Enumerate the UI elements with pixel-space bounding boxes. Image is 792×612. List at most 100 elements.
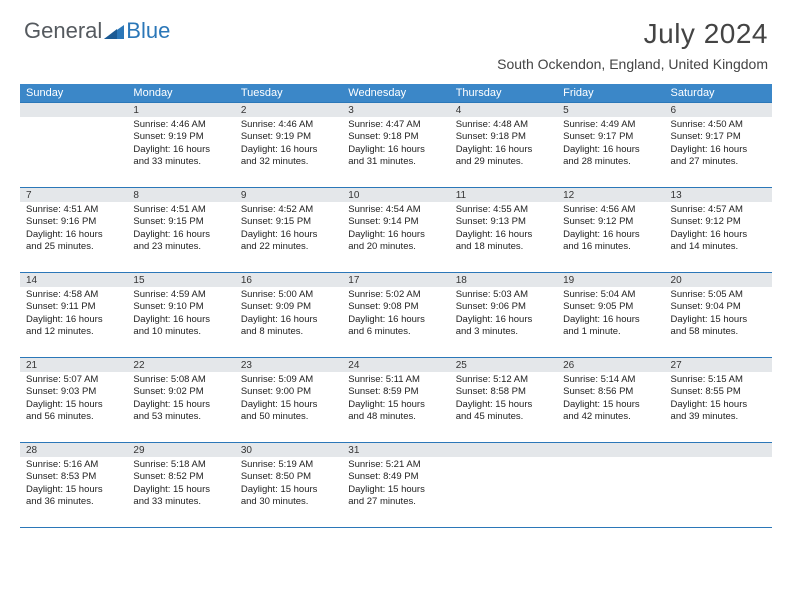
day-cell: 9Sunrise: 4:52 AMSunset: 9:15 PMDaylight… [235, 188, 342, 272]
sunset-text: Sunset: 9:00 PM [241, 386, 336, 398]
week-row: 7Sunrise: 4:51 AMSunset: 9:16 PMDaylight… [20, 187, 772, 272]
day-content: Sunrise: 4:46 AMSunset: 9:19 PMDaylight:… [127, 119, 234, 172]
day-cell [557, 443, 664, 527]
daylight-text: and 53 minutes. [133, 411, 228, 423]
sunrise-text: Sunrise: 4:55 AM [456, 204, 551, 216]
daylight-text: and 39 minutes. [671, 411, 766, 423]
daylight-text: Daylight: 16 hours [456, 144, 551, 156]
sunrise-text: Sunrise: 5:12 AM [456, 374, 551, 386]
day-cell: 2Sunrise: 4:46 AMSunset: 9:19 PMDaylight… [235, 103, 342, 187]
sunrise-text: Sunrise: 5:07 AM [26, 374, 121, 386]
day-cell: 12Sunrise: 4:56 AMSunset: 9:12 PMDayligh… [557, 188, 664, 272]
day-number: 24 [342, 358, 449, 372]
sunrise-text: Sunrise: 5:05 AM [671, 289, 766, 301]
day-number: 30 [235, 443, 342, 457]
daylight-text: and 27 minutes. [348, 496, 443, 508]
day-content: Sunrise: 4:54 AMSunset: 9:14 PMDaylight:… [342, 204, 449, 257]
daylight-text: and 58 minutes. [671, 326, 766, 338]
day-number: 5 [557, 103, 664, 117]
day-number: 12 [557, 188, 664, 202]
sunrise-text: Sunrise: 5:21 AM [348, 459, 443, 471]
day-content: Sunrise: 5:15 AMSunset: 8:55 PMDaylight:… [665, 374, 772, 427]
day-number: 11 [450, 188, 557, 202]
daylight-text: Daylight: 16 hours [348, 144, 443, 156]
day-number: 14 [20, 273, 127, 287]
sunrise-text: Sunrise: 5:03 AM [456, 289, 551, 301]
day-content: Sunrise: 4:55 AMSunset: 9:13 PMDaylight:… [450, 204, 557, 257]
day-content: Sunrise: 5:03 AMSunset: 9:06 PMDaylight:… [450, 289, 557, 342]
day-content [665, 459, 772, 463]
daylight-text: and 6 minutes. [348, 326, 443, 338]
daylight-text: Daylight: 15 hours [26, 484, 121, 496]
day-cell: 7Sunrise: 4:51 AMSunset: 9:16 PMDaylight… [20, 188, 127, 272]
sunset-text: Sunset: 9:10 PM [133, 301, 228, 313]
sunset-text: Sunset: 9:12 PM [563, 216, 658, 228]
daylight-text: and 14 minutes. [671, 241, 766, 253]
day-content: Sunrise: 4:49 AMSunset: 9:17 PMDaylight:… [557, 119, 664, 172]
sunset-text: Sunset: 8:58 PM [456, 386, 551, 398]
day-number: 2 [235, 103, 342, 117]
day-content: Sunrise: 5:18 AMSunset: 8:52 PMDaylight:… [127, 459, 234, 512]
day-number: 15 [127, 273, 234, 287]
day-cell: 14Sunrise: 4:58 AMSunset: 9:11 PMDayligh… [20, 273, 127, 357]
sunrise-text: Sunrise: 4:51 AM [26, 204, 121, 216]
daylight-text: and 48 minutes. [348, 411, 443, 423]
sunset-text: Sunset: 9:14 PM [348, 216, 443, 228]
sunset-text: Sunset: 8:49 PM [348, 471, 443, 483]
sunset-text: Sunset: 9:12 PM [671, 216, 766, 228]
daylight-text: and 36 minutes. [26, 496, 121, 508]
daylight-text: Daylight: 15 hours [348, 484, 443, 496]
day-cell: 22Sunrise: 5:08 AMSunset: 9:02 PMDayligh… [127, 358, 234, 442]
days-of-week-row: Sunday Monday Tuesday Wednesday Thursday… [20, 84, 772, 102]
day-content [557, 459, 664, 463]
daylight-text: and 1 minute. [563, 326, 658, 338]
week-row: 1Sunrise: 4:46 AMSunset: 9:19 PMDaylight… [20, 102, 772, 187]
day-cell: 5 Sunrise: 4:49 AMSunset: 9:17 PMDaylight… [557, 103, 664, 187]
sunset-text: Sunset: 9:03 PM [26, 386, 121, 398]
daylight-text: Daylight: 16 hours [241, 229, 336, 241]
day-number [557, 443, 664, 457]
daylight-text: and 10 minutes. [133, 326, 228, 338]
daylight-text: and 23 minutes. [133, 241, 228, 253]
sunset-text: Sunset: 8:55 PM [671, 386, 766, 398]
dow-wednesday: Wednesday [342, 84, 449, 102]
daylight-text: Daylight: 15 hours [456, 399, 551, 411]
day-cell: 16Sunrise: 5:00 AMSunset: 9:09 PMDayligh… [235, 273, 342, 357]
day-cell: 27Sunrise: 5:15 AMSunset: 8:55 PMDayligh… [665, 358, 772, 442]
sunrise-text: Sunrise: 4:54 AM [348, 204, 443, 216]
header: General Blue July 2024 South Ockendon, E… [0, 0, 792, 78]
day-number: 23 [235, 358, 342, 372]
daylight-text: Daylight: 16 hours [133, 229, 228, 241]
day-cell: 15Sunrise: 4:59 AMSunset: 9:10 PMDayligh… [127, 273, 234, 357]
daylight-text: Daylight: 16 hours [241, 314, 336, 326]
sunset-text: Sunset: 9:15 PM [241, 216, 336, 228]
sunrise-text: Sunrise: 4:51 AM [133, 204, 228, 216]
sunset-text: Sunset: 9:05 PM [563, 301, 658, 313]
day-cell: 11 Sunrise: 4:55 AMSunset: 9:13 PMDayligh… [450, 188, 557, 272]
sunset-text: Sunset: 9:06 PM [456, 301, 551, 313]
daylight-text: Daylight: 16 hours [456, 229, 551, 241]
daylight-text: and 33 minutes. [133, 496, 228, 508]
daylight-text: Daylight: 15 hours [133, 484, 228, 496]
day-content: Sunrise: 4:57 AMSunset: 9:12 PMDaylight:… [665, 204, 772, 257]
sunrise-text: Sunrise: 4:52 AM [241, 204, 336, 216]
day-cell: 8Sunrise: 4:51 AMSunset: 9:15 PMDaylight… [127, 188, 234, 272]
day-content [450, 459, 557, 463]
day-content: Sunrise: 5:14 AMSunset: 8:56 PMDaylight:… [557, 374, 664, 427]
day-cell: 21Sunrise: 5:07 AMSunset: 9:03 PMDayligh… [20, 358, 127, 442]
daylight-text: Daylight: 16 hours [26, 229, 121, 241]
daylight-text: and 32 minutes. [241, 156, 336, 168]
day-cell [665, 443, 772, 527]
daylight-text: and 29 minutes. [456, 156, 551, 168]
day-cell: 23 Sunrise: 5:09 AMSunset: 9:00 PMDayligh… [235, 358, 342, 442]
day-number [450, 443, 557, 457]
day-number [20, 103, 127, 117]
day-content: Sunrise: 5:21 AMSunset: 8:49 PMDaylight:… [342, 459, 449, 512]
sunset-text: Sunset: 9:16 PM [26, 216, 121, 228]
calendar: Sunday Monday Tuesday Wednesday Thursday… [20, 84, 772, 528]
day-content: Sunrise: 5:09 AMSunset: 9:00 PMDaylight:… [235, 374, 342, 427]
sunset-text: Sunset: 9:18 PM [348, 131, 443, 143]
brand-triangle-icon [104, 23, 124, 39]
daylight-text: Daylight: 16 hours [456, 314, 551, 326]
sunrise-text: Sunrise: 5:00 AM [241, 289, 336, 301]
